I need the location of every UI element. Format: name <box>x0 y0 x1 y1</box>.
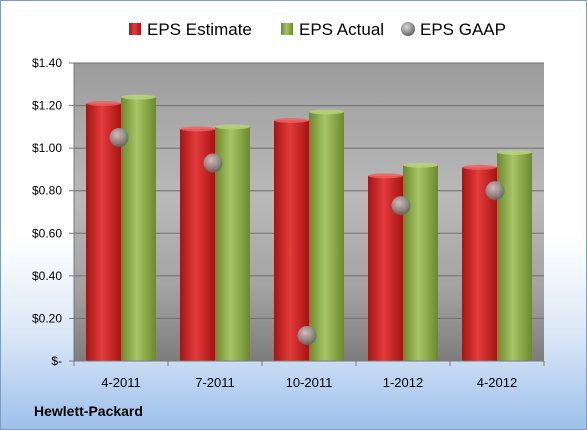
y-tick-label: $1.00 <box>32 141 62 155</box>
eps-actual-bar-cap <box>215 124 250 130</box>
eps-actual-bar-cap <box>121 94 156 100</box>
eps-estimate-bar-cap <box>462 164 497 170</box>
company-name: Hewlett-Packard <box>34 403 143 419</box>
eps-chart: $- $0.20 $0.40 $0.60 $0.80 $1.00 $1.20 $1.40 4-… <box>32 20 545 390</box>
x-tick-label: 4-2011 <box>101 375 141 390</box>
y-tick-label: $1.20 <box>32 99 62 113</box>
legend-actual-swatch <box>281 23 293 35</box>
eps-gaap-point <box>391 196 411 216</box>
eps-actual-bar-cap <box>497 149 532 155</box>
eps-actual-bar <box>497 152 532 361</box>
x-tick-label: 1-2012 <box>383 375 423 390</box>
eps-actual-bar-cap <box>309 109 344 115</box>
eps-actual-bar-cap <box>403 162 438 168</box>
legend-label: EPS Actual <box>299 20 384 39</box>
y-tick-label: $1.40 <box>32 56 62 70</box>
y-tick-label: $0.40 <box>32 269 62 283</box>
eps-gaap-point <box>109 128 129 147</box>
legend-label: EPS Estimate <box>147 20 252 39</box>
eps-actual-bar <box>403 165 438 361</box>
y-tick-label: $- <box>51 354 62 368</box>
eps-estimate-bar-cap <box>86 100 121 106</box>
x-tick-label: 10-2011 <box>286 375 333 390</box>
y-tick-label: $0.80 <box>32 184 62 198</box>
y-tick-label: $0.60 <box>32 226 62 240</box>
eps-estimate-bar <box>274 120 309 361</box>
eps-gaap-point <box>297 325 317 345</box>
eps-estimate-bar <box>462 167 497 361</box>
eps-gaap-point <box>485 181 505 201</box>
eps-gaap-point <box>203 153 223 173</box>
eps-estimate-bar <box>86 103 121 361</box>
legend-label: EPS GAAP <box>420 20 506 39</box>
legend-estimate-swatch <box>129 23 141 35</box>
eps-estimate-bar-cap <box>274 117 309 123</box>
eps-estimate-bar-cap <box>180 126 215 132</box>
y-tick-label: $0.20 <box>32 311 62 325</box>
eps-actual-bar <box>309 111 344 361</box>
x-tick-label: 4-2012 <box>477 375 517 390</box>
eps-estimate-bar-cap <box>368 173 403 179</box>
x-tick-label: 7-2011 <box>195 375 235 390</box>
legend-gaap-swatch <box>401 22 415 36</box>
